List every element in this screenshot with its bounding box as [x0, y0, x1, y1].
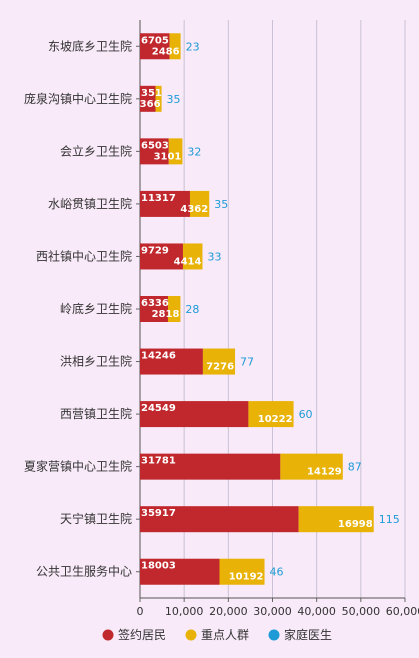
category-label: 会立乡卫生院 [60, 143, 132, 158]
x-tick-label: 0 [137, 605, 144, 618]
data-label-family-doctor: 87 [348, 461, 362, 474]
x-tick-label: 40,000 [297, 605, 336, 618]
x-tick-label: 30,000 [253, 605, 292, 618]
data-label-signed-residents: 14246 [141, 351, 176, 362]
bar-signed-residents [140, 296, 168, 322]
category-label: 水峪贯镇卫生院 [48, 197, 132, 211]
x-tick-label: 10,000 [165, 605, 204, 618]
data-label-family-doctor: 77 [240, 356, 254, 369]
bar-key-population [168, 138, 183, 165]
bar-key-population [155, 85, 162, 112]
data-label-family-doctor: 35 [167, 93, 181, 106]
grid-lines [183, 20, 406, 598]
category-label: 东坡底乡卫生院 [48, 38, 132, 53]
data-label-key-population: 10222 [258, 414, 293, 425]
data-label-key-population: 2818 [152, 309, 180, 320]
bar-key-population [219, 558, 265, 585]
data-label-signed-residents: 31781 [141, 456, 176, 467]
category-label: 洪相乡卫生院 [60, 355, 132, 369]
category-label: 岭底乡卫生院 [60, 301, 132, 316]
data-label-signed-residents: 18003 [141, 561, 176, 572]
data-label-key-population: 7276 [206, 362, 234, 373]
legend-label: 家庭医生 [284, 627, 332, 642]
bar-signed-residents [140, 506, 299, 533]
legend-marker [268, 629, 280, 641]
legend-label: 签约居民 [118, 627, 166, 642]
bar-key-population [182, 243, 203, 270]
category-label: 西营镇卫生院 [60, 407, 132, 421]
bar-signed-residents [140, 85, 156, 112]
data-label-signed-residents: 9729 [141, 245, 169, 256]
category-label: 夏家营镇中心卫生院 [24, 459, 132, 474]
bar-signed-residents [140, 558, 220, 585]
data-label-signed-residents: 11317 [141, 193, 176, 204]
data-label-family-doctor: 115 [379, 513, 400, 526]
x-tick-label: 20,000 [209, 605, 248, 618]
x-tick-label: 50,000 [342, 605, 381, 618]
bar-key-population [189, 190, 210, 217]
bar-key-population [298, 506, 374, 533]
bar-key-population [280, 453, 343, 480]
data-label-signed-residents: 6503 [141, 140, 169, 151]
axes: 0 10,000 20,000 30,000 40,000 50,000 60,000 东坡底… [24, 20, 419, 618]
bar-signed-residents [140, 33, 170, 60]
bar-key-population [248, 401, 294, 428]
data-label-signed-residents: 351 [141, 88, 162, 99]
data-label-key-population: 16998 [338, 519, 373, 530]
data-label-key-population: 366 [140, 99, 161, 110]
data-label-signed-residents: 35917 [141, 508, 176, 519]
bar-key-population [202, 348, 236, 375]
category-label: 公共卫生服务中心 [36, 564, 132, 579]
data-label-key-population: 10192 [229, 572, 264, 583]
bar-signed-residents [140, 348, 203, 375]
category-label: 庞泉沟镇中心卫生院 [24, 91, 132, 106]
bar-key-population [167, 296, 181, 322]
data-label-signed-residents: 24549 [141, 403, 176, 414]
data-label-family-doctor: 35 [214, 198, 228, 211]
data-label-signed-residents: 6705 [141, 35, 169, 46]
data-label-key-population: 4414 [174, 256, 202, 267]
bar-key-population [169, 33, 181, 60]
data-label-family-doctor: 23 [186, 40, 200, 53]
data-label-family-doctor: 32 [187, 145, 201, 158]
bar-signed-residents [140, 453, 281, 480]
data-label-family-doctor: 46 [270, 566, 284, 579]
data-label-key-population: 2486 [152, 46, 180, 57]
legend-marker [185, 629, 197, 641]
data-label-key-population: 14129 [307, 467, 342, 478]
bar-signed-residents [140, 138, 169, 165]
bar-signed-residents [140, 401, 249, 428]
bar-signed-residents [140, 243, 183, 270]
data-label-key-population: 4362 [180, 204, 208, 215]
data-label-signed-residents: 6336 [141, 298, 169, 309]
legend-label: 重点人群 [201, 628, 249, 642]
x-tick-label: 60,000 [386, 605, 419, 618]
legend: 签约居民 重点人群 家庭医生 [102, 627, 332, 642]
data-label-key-population: 3101 [154, 151, 182, 162]
data-label-family-doctor: 33 [207, 250, 221, 263]
legend-marker [102, 629, 114, 641]
bar-signed-residents [140, 190, 190, 217]
data-label-family-doctor: 28 [185, 303, 199, 316]
category-label: 天宁镇卫生院 [60, 511, 132, 526]
category-label: 西社镇中心卫生院 [36, 248, 132, 263]
data-label-family-doctor: 60 [299, 408, 313, 421]
